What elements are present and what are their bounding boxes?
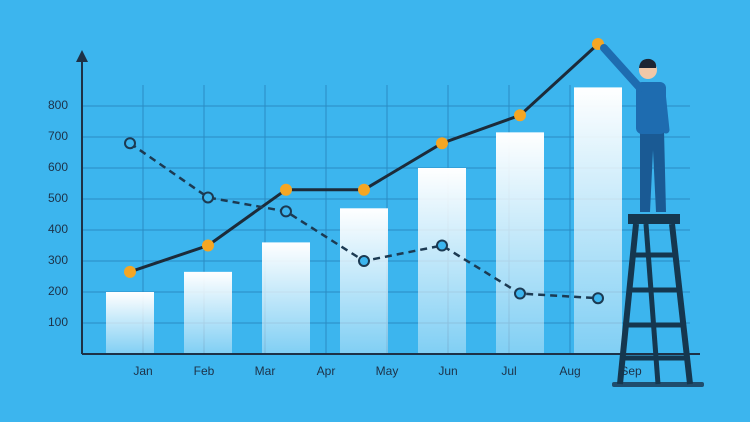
y-tick-label: 500 — [48, 191, 68, 205]
bar — [184, 271, 232, 354]
x-tick-label: Mar — [255, 364, 276, 378]
line-marker — [358, 255, 370, 267]
line-marker — [202, 191, 214, 204]
y-tick-label: 200 — [48, 284, 68, 298]
person-hair — [639, 58, 657, 68]
x-tick-label: Sep — [620, 364, 642, 378]
line-marker — [358, 183, 370, 196]
lines — [124, 38, 604, 305]
x-tick-label: Jan — [133, 364, 152, 378]
y-tick-label: 300 — [48, 253, 68, 267]
line-marker — [124, 265, 136, 278]
person-legs — [640, 130, 666, 212]
line-marker — [202, 239, 214, 252]
line-marker — [280, 183, 292, 196]
bar — [496, 132, 544, 354]
bar — [106, 292, 154, 354]
x-tick-label: Jun — [438, 364, 457, 378]
bar — [574, 87, 622, 355]
x-tick-label: Jul — [501, 364, 516, 378]
person-on-ladder — [600, 44, 704, 387]
x-tick-label: Feb — [194, 364, 215, 378]
person-arm — [658, 88, 670, 134]
line-marker — [124, 137, 136, 150]
bar — [340, 208, 388, 354]
y-tick-label: 100 — [48, 315, 68, 329]
x-tick-label: Apr — [317, 364, 336, 378]
line-marker — [436, 239, 448, 252]
ladder-top — [628, 214, 680, 224]
y-axis-arrow — [76, 50, 88, 62]
x-tick-label: May — [376, 364, 399, 378]
bars — [106, 87, 622, 355]
y-tick-label: 800 — [48, 98, 68, 112]
bar — [418, 168, 466, 354]
axes: 100 200 300 400 500 600 700 800 Jan Feb Mar Apr May J… — [48, 50, 700, 378]
line-marker — [592, 292, 604, 305]
bar — [262, 242, 310, 354]
ladder-shadow — [612, 382, 704, 387]
x-tick-label: Aug — [559, 364, 580, 378]
line-marker — [514, 287, 526, 300]
person-arm — [600, 44, 644, 92]
y-tick-label: 700 — [48, 129, 68, 143]
line-marker — [436, 137, 448, 150]
ladder-leg — [617, 223, 639, 385]
line-marker — [280, 205, 292, 218]
person-torso — [636, 82, 666, 134]
y-tick-label: 600 — [48, 160, 68, 174]
line-marker — [514, 109, 526, 122]
y-tick-label: 400 — [48, 222, 68, 236]
